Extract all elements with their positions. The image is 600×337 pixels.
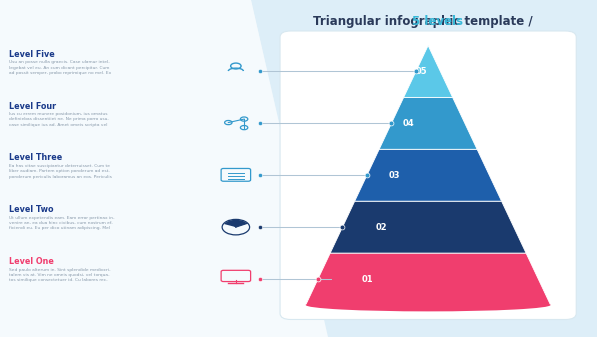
- Polygon shape: [0, 0, 328, 337]
- Polygon shape: [355, 149, 502, 201]
- FancyBboxPatch shape: [280, 31, 576, 319]
- Text: Level Four: Level Four: [9, 101, 56, 111]
- Text: 03: 03: [389, 171, 400, 180]
- Text: 02: 02: [375, 223, 387, 232]
- Polygon shape: [379, 97, 477, 149]
- Text: Usu an posse nulla graecis. Case ulamur intel-
legebat vel eu. An cum dicant per: Usu an posse nulla graecis. Case ulamur …: [9, 60, 111, 75]
- Text: 5 levels: 5 levels: [412, 16, 463, 28]
- Text: 04: 04: [402, 119, 414, 128]
- Polygon shape: [306, 253, 551, 305]
- Polygon shape: [404, 45, 452, 97]
- Text: 01: 01: [362, 275, 373, 283]
- Text: Ea has vitae suscipiantur deterruisset. Cum te
liber audiam. Partem option ponde: Ea has vitae suscipiantur deterruisset. …: [9, 164, 112, 179]
- Text: Ut ullum expetendis eam. Eam error pertinax in-
venire an, ea dua hinc civibus, : Ut ullum expetendis eam. Eam error perti…: [9, 216, 115, 231]
- Polygon shape: [330, 201, 526, 253]
- Polygon shape: [251, 0, 597, 337]
- Wedge shape: [224, 220, 247, 227]
- Text: Level One: Level One: [9, 257, 54, 266]
- Text: Level Two: Level Two: [9, 205, 53, 214]
- Text: Level Five: Level Five: [9, 50, 55, 59]
- Text: Triangular infographic template /: Triangular infographic template /: [313, 16, 537, 28]
- Text: Sed paulo alterum in. Sint splendide mediocri-
talem vis at. Vim ne omnis quodsi: Sed paulo alterum in. Sint splendide med…: [9, 268, 110, 282]
- Ellipse shape: [306, 299, 551, 311]
- Text: Ius cu errem munere posidonium, ius ornatus
definiebas dissentiiet ne. Ne prima : Ius cu errem munere posidonium, ius orna…: [9, 112, 109, 127]
- Text: 05: 05: [416, 67, 427, 76]
- Text: Level Three: Level Three: [9, 153, 62, 162]
